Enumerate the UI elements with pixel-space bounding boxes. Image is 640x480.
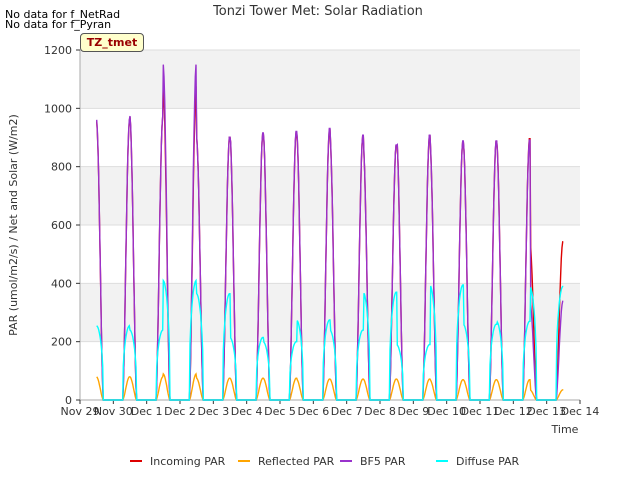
y-tick-label-5: 1000 (44, 102, 72, 115)
x-tick-label-1: Nov 30 (94, 405, 133, 418)
grid-band-1 (80, 166, 580, 225)
legend-label-incoming-par: Incoming PAR (150, 455, 226, 468)
x-tick-label-11: Dec 10 (427, 405, 466, 418)
y-tick-label-3: 600 (51, 219, 72, 232)
tz-tmet-tag: TZ_tmet (80, 33, 144, 52)
no-data-netrad: No data for f_NetRad (5, 8, 121, 21)
x-tick-label-2: Dec 1 (131, 405, 163, 418)
x-axis-label: Time (551, 423, 579, 436)
chart-title: Tonzi Tower Met: Solar Radiation (212, 4, 423, 19)
y-tick-label-4: 800 (51, 161, 72, 174)
x-tick-label-8: Dec 7 (331, 405, 363, 418)
x-tick-label-9: Dec 8 (364, 405, 396, 418)
x-tick-label-14: Dec 13 (527, 405, 566, 418)
series-line-bf5-par (96, 64, 564, 401)
series-line-diffuse-par (96, 278, 564, 401)
y-tick-label-1: 200 (51, 336, 72, 349)
x-tick-label-10: Dec 9 (397, 405, 429, 418)
grid-band-2 (80, 50, 580, 109)
grid-band-0 (80, 283, 580, 342)
legend: Incoming PAR Reflected PAR BF5 PAR Diffuse … (130, 455, 520, 468)
y-tick-label-0: 0 (65, 394, 72, 407)
x-tick-label-3: Dec 2 (164, 405, 196, 418)
x-tick-label-6: Dec 5 (264, 405, 296, 418)
x-tick-label-4: Dec 3 (197, 405, 229, 418)
legend-label-reflected-par: Reflected PAR (258, 455, 335, 468)
x-tick-label-5: Dec 4 (231, 405, 263, 418)
no-data-pyran: No data for f_Pyran (5, 18, 112, 31)
legend-label-bf5-par: BF5 PAR (360, 455, 406, 468)
legend-label-diffuse-par: Diffuse PAR (456, 455, 520, 468)
x-tick-label-13: Dec 12 (494, 405, 533, 418)
x-tick-label-0: Nov 29 (61, 405, 100, 418)
x-tick-label-15: Dec 14 (561, 405, 600, 418)
x-tick-label-12: Dec 11 (461, 405, 500, 418)
y-axis-label: PAR (umol/m2/s) / Net and Solar (W/m2) (7, 114, 20, 336)
y-tick-label-6: 1200 (44, 44, 72, 57)
y-tick-label-2: 400 (51, 277, 72, 290)
x-tick-label-7: Dec 6 (297, 405, 329, 418)
series-line-reflected-par (96, 372, 564, 401)
